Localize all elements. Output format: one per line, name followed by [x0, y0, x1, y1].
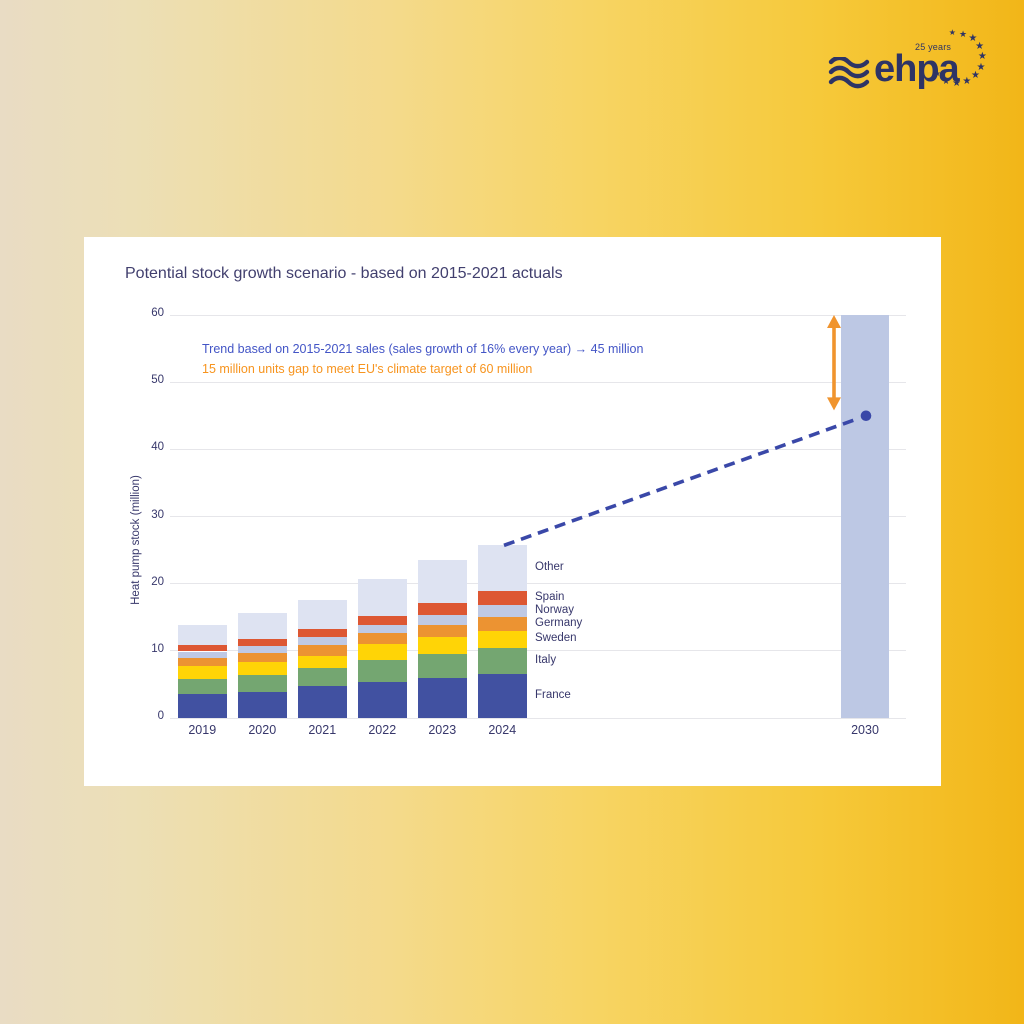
bar-segment-germany	[478, 616, 527, 631]
y-tick-label: 30	[151, 508, 164, 521]
bar-segment-other	[478, 545, 527, 592]
bar-segment-italy	[178, 679, 227, 695]
trend-and-gap-overlay	[503, 315, 872, 548]
star-icon: ★	[975, 41, 985, 53]
bar-segment-sweden	[298, 655, 347, 669]
series-label-other: Other	[535, 561, 564, 574]
annotation-trend: Trend based on 2015-2021 sales (sales gr…	[202, 342, 644, 356]
x-axis-label: 2021	[308, 723, 337, 737]
bar-segment-germany	[358, 633, 407, 645]
y-tick-label: 0	[157, 710, 164, 722]
waves-icon	[828, 57, 870, 89]
trend-endpoint-dot	[860, 410, 872, 422]
x-axis-label: 2020	[248, 723, 277, 737]
bar-segment-other	[178, 625, 227, 645]
x-axis-label: 2022	[368, 723, 397, 737]
target-bar-2030	[841, 315, 889, 718]
bar-segment-italy	[298, 668, 347, 687]
chart-card: Potential stock growth scenario - based …	[84, 237, 941, 786]
bar-segment-sweden	[238, 661, 287, 675]
star-icon: ★	[933, 69, 941, 79]
gridline	[170, 448, 906, 450]
bar-segment-spain	[478, 591, 527, 606]
bar-segment-france	[358, 682, 407, 718]
trend-line	[503, 418, 855, 548]
bar-segment-germany	[238, 652, 287, 662]
y-tick-label: 20	[151, 575, 164, 588]
x-axis-label: 2023	[428, 723, 457, 737]
chart-title: Potential stock growth scenario - based …	[125, 265, 563, 282]
bar-segment-france	[238, 691, 287, 718]
star-icon: ★	[968, 33, 978, 45]
y-tick-label: 10	[151, 642, 164, 655]
series-label-germany: Germany	[535, 616, 583, 629]
series-label-norway: Norway	[535, 603, 574, 616]
bar-segment-norway	[358, 625, 407, 634]
bar-segment-sweden	[358, 644, 407, 660]
bar-segment-france	[418, 678, 467, 718]
bar-segment-norway	[238, 646, 287, 653]
bar-segment-france	[298, 686, 347, 718]
chart-plot-area: 0 10 20 30 40 50 60 2019 2020 2021 2022 2023 2024 203…	[84, 237, 941, 786]
y-tick-label: 50	[151, 374, 164, 387]
bar-segment-france	[478, 674, 527, 718]
bar-segment-france	[178, 694, 227, 718]
star-icon: ★	[962, 76, 972, 88]
star-icon: ★	[948, 28, 956, 38]
star-icon: ★	[977, 51, 987, 63]
eu-stars-icon: ★ ★ ★ ★ ★ ★ ★ ★ ★ ★ ★	[928, 28, 994, 94]
gridline	[170, 381, 906, 383]
gridline	[170, 314, 906, 316]
brand-text: ehpa	[874, 48, 960, 90]
bar-segment-norway	[478, 605, 527, 617]
bar-segment-spain	[358, 615, 407, 626]
x-axis-label: 2024	[488, 723, 517, 737]
series-label-spain: Spain	[535, 591, 565, 604]
gridline	[170, 650, 906, 652]
series-label-france: France	[535, 689, 571, 702]
star-icon: ★	[976, 61, 986, 73]
bar-segment-other	[418, 560, 467, 604]
annotation-gap: 15 million units gap to meet EU's climat…	[202, 362, 533, 376]
y-tick-label: 40	[151, 441, 164, 454]
gridline	[170, 717, 906, 719]
gridline	[170, 583, 906, 585]
ehpa-logo: ehpa 25 years ★ ★ ★ ★ ★ ★ ★ ★ ★ ★ ★	[824, 28, 999, 96]
bar-segment-germany	[298, 644, 347, 656]
bar-segment-germany	[178, 657, 227, 667]
bar-segment-norway	[418, 614, 467, 625]
bar-segment-sweden	[178, 666, 227, 680]
bar-segment-sweden	[478, 630, 527, 649]
badge-text: 25 years	[915, 42, 952, 52]
y-tick-label: 60	[151, 307, 164, 319]
bar-segment-germany	[418, 624, 467, 638]
star-icon: ★	[952, 78, 962, 89]
bar-segment-norway	[178, 651, 227, 658]
bar-segment-other	[298, 599, 347, 630]
bar-segment-other	[358, 578, 407, 616]
star-icon: ★	[971, 70, 980, 82]
bar-segment-spain	[298, 629, 347, 638]
bar-segment-italy	[358, 659, 407, 683]
star-icon: ★	[942, 75, 951, 86]
x-axis-label: 2019	[188, 723, 217, 737]
bar-segment-spain	[238, 638, 287, 647]
series-label-italy: Italy	[535, 654, 557, 667]
bar-segment-norway	[298, 637, 347, 645]
series-label-sweden: Sweden	[535, 632, 577, 645]
bar-segment-italy	[478, 648, 527, 675]
bar-segment-sweden	[418, 637, 467, 654]
bar-segment-italy	[238, 675, 287, 692]
bar-segment-italy	[418, 653, 467, 679]
bar-segment-spain	[418, 603, 467, 615]
star-icon: ★	[959, 28, 968, 39]
gap-arrow	[827, 315, 841, 411]
gridline	[170, 516, 906, 517]
x-axis-label: 2030	[851, 723, 879, 737]
bar-segment-other	[238, 613, 287, 639]
bar-segment-spain	[178, 644, 227, 652]
